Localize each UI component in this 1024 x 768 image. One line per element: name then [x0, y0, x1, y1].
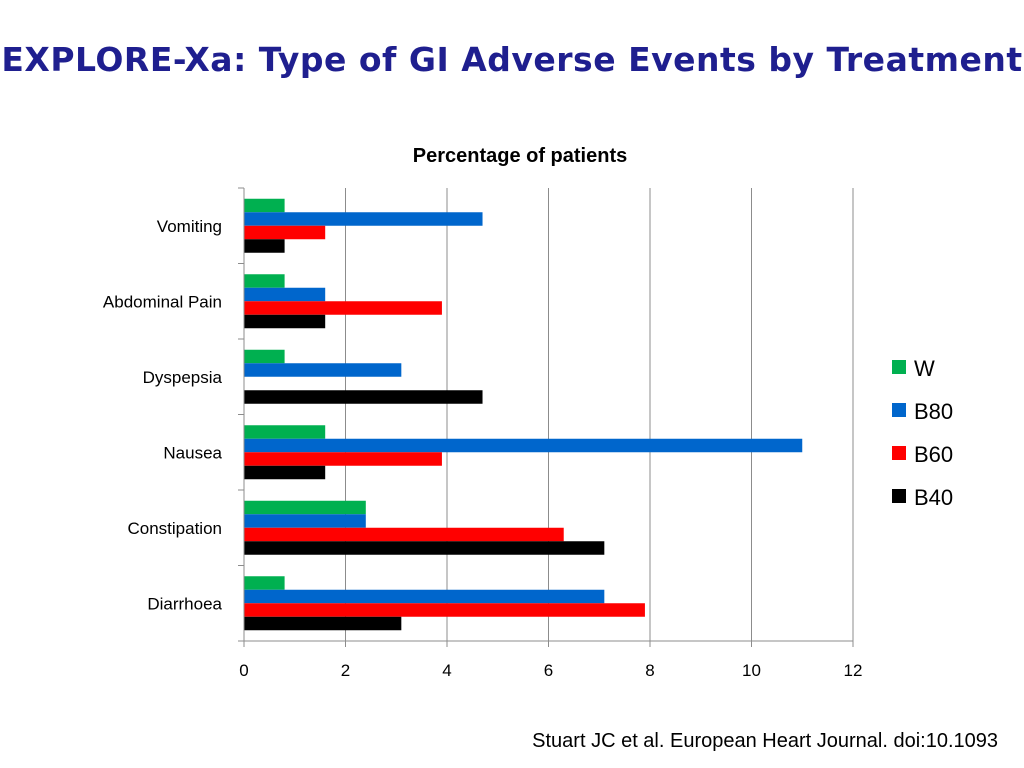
bar-b40-vomiting	[244, 239, 285, 253]
legend-label-w: W	[914, 356, 935, 381]
legend-item-b60: B60	[892, 442, 953, 467]
bar-w-dyspepsia	[244, 349, 285, 364]
bars	[244, 198, 803, 631]
category-label-nausea: Nausea	[163, 443, 222, 462]
citation: Stuart JC et al. European Heart Journal.…	[532, 730, 998, 752]
gridlines	[345, 188, 854, 641]
x-tick-label-12: 12	[844, 661, 863, 680]
legend: W B80 B60 B40	[892, 356, 953, 510]
legend-swatch-b40	[892, 489, 906, 503]
bar-b60-constipation	[244, 527, 564, 542]
bar-b80-vomiting	[244, 212, 483, 226]
x-tick-label-10: 10	[742, 661, 761, 680]
category-label-abdominal-pain: Abdominal Pain	[103, 292, 222, 311]
category-label-dyspepsia: Dyspepsia	[143, 368, 223, 387]
legend-label-b60: B60	[914, 442, 953, 467]
bar-w-abdominal-pain	[244, 274, 285, 288]
bar-b80-nausea	[244, 438, 803, 453]
category-labels: Vomiting Abdominal Pain Dyspepsia Nausea Con…	[103, 217, 223, 614]
x-tick-labels: 0 2 4 6 8 10 12	[239, 661, 862, 680]
x-tick-label-4: 4	[442, 661, 451, 680]
legend-swatch-b60	[892, 446, 906, 460]
bar-b40-diarrhoea	[244, 616, 402, 631]
bar-w-constipation	[244, 500, 366, 515]
chart-title: Percentage of patients	[413, 145, 628, 167]
bar-b80-abdominal-pain	[244, 287, 326, 302]
category-label-diarrhoea: Diarrhoea	[147, 594, 222, 613]
x-tick-label-2: 2	[341, 661, 350, 680]
bar-w-vomiting	[244, 198, 285, 213]
bar-b40-dyspepsia	[244, 390, 483, 404]
bar-w-diarrhoea	[244, 576, 285, 590]
x-tick-label-0: 0	[239, 661, 248, 680]
legend-label-b80: B80	[914, 399, 953, 424]
bar-b60-diarrhoea	[244, 603, 645, 617]
legend-swatch-b80	[892, 403, 906, 417]
bar-b80-dyspepsia	[244, 363, 402, 377]
bar-b80-diarrhoea	[244, 589, 605, 604]
bar-b40-abdominal-pain	[244, 314, 326, 329]
legend-label-b40: B40	[914, 485, 953, 510]
bar-b40-nausea	[244, 465, 326, 480]
bar-b40-constipation	[244, 541, 605, 555]
x-tick-label-6: 6	[544, 661, 553, 680]
category-label-vomiting: Vomiting	[157, 217, 222, 236]
slide-title: EXPLORE-Xa: Type of GI Adverse Events by…	[1, 40, 1023, 79]
bar-b60-vomiting	[244, 225, 326, 240]
legend-item-b40: B40	[892, 485, 953, 510]
legend-item-b80: B80	[892, 399, 953, 424]
axes	[238, 187, 854, 647]
category-label-constipation: Constipation	[127, 519, 222, 538]
legend-item-w: W	[892, 356, 935, 381]
bar-w-nausea	[244, 425, 326, 439]
bar-b60-nausea	[244, 452, 442, 466]
legend-swatch-w	[892, 360, 906, 374]
bar-b80-constipation	[244, 514, 366, 528]
bar-b60-abdominal-pain	[244, 301, 442, 315]
x-tick-label-8: 8	[645, 661, 654, 680]
